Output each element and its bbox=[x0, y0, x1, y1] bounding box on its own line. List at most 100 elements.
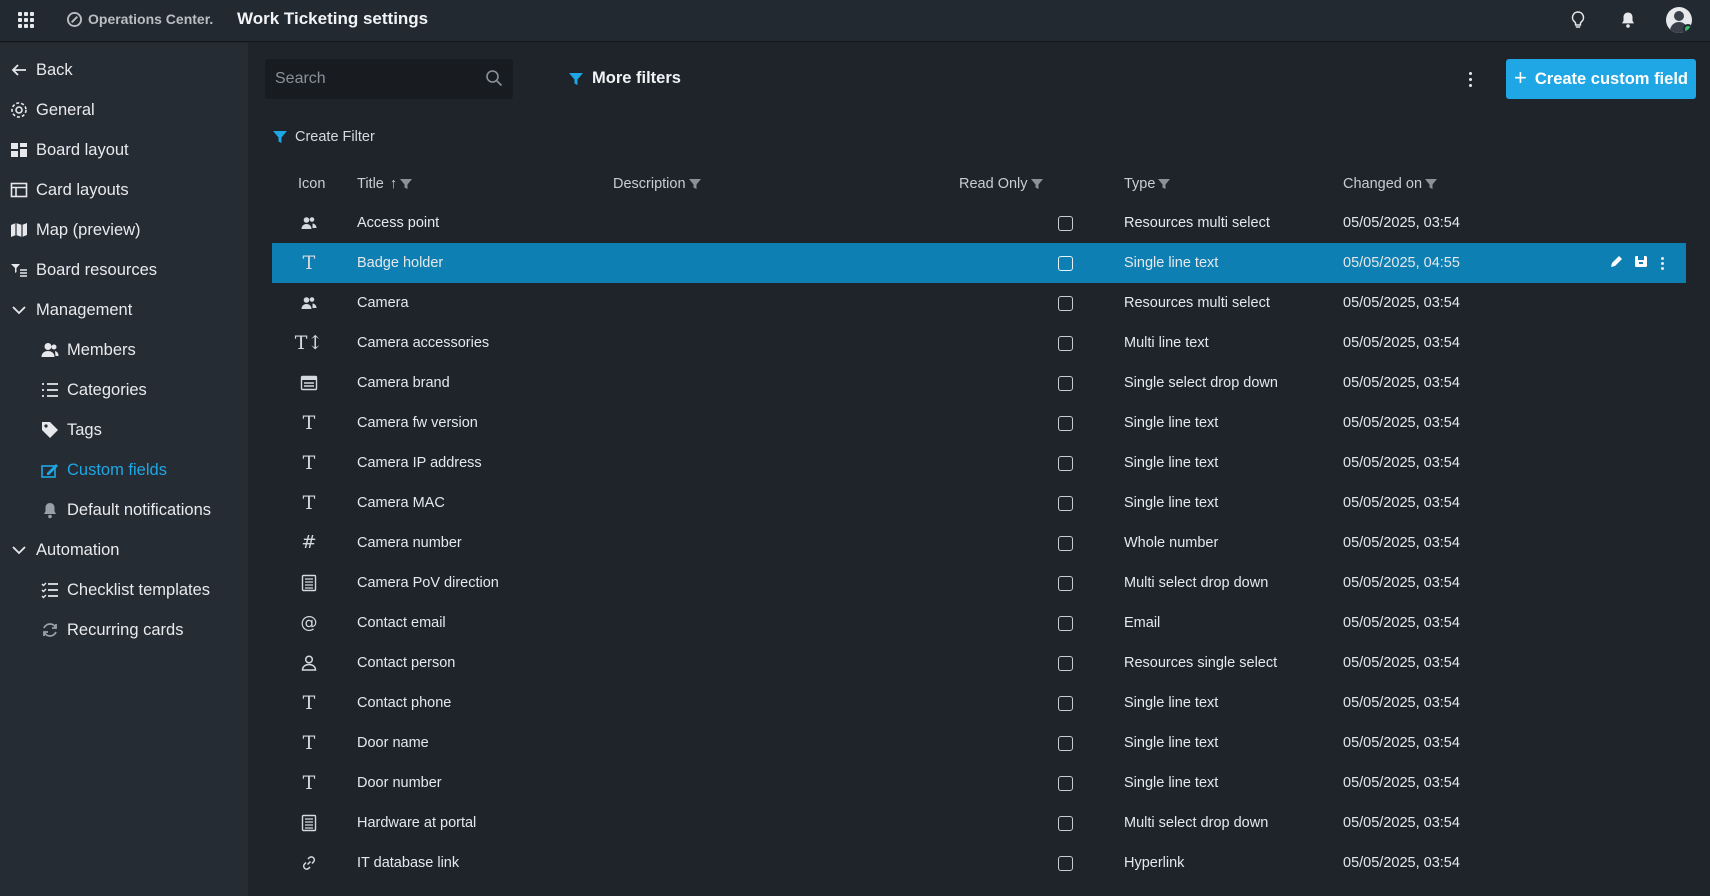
table-row[interactable]: Camera PoV direction Multi select drop do… bbox=[272, 563, 1686, 603]
search-box[interactable] bbox=[265, 59, 513, 99]
sidebar-item-recurring-cards[interactable]: Recurring cards bbox=[0, 610, 248, 650]
custom-fields-icon bbox=[39, 459, 61, 481]
table-row[interactable]: T Door number Single line text 05/05/2025, … bbox=[272, 763, 1686, 803]
create-custom-field-button[interactable]: + Create custom field bbox=[1506, 59, 1696, 99]
read-only-checkbox[interactable] bbox=[1058, 335, 1073, 351]
search-icon[interactable] bbox=[485, 69, 503, 92]
sidebar-item-custom-fields[interactable]: Custom fields bbox=[0, 450, 248, 490]
sidebar-section-label: Automation bbox=[36, 540, 120, 559]
brand-logo[interactable]: Operations Center. bbox=[67, 11, 213, 27]
read-only-checkbox[interactable] bbox=[1058, 455, 1073, 471]
archive-icon[interactable] bbox=[1634, 254, 1648, 272]
column-header-changed-on[interactable]: Changed on bbox=[1343, 176, 1438, 192]
table-row[interactable]: Access point Resources multi select 05/05/… bbox=[272, 203, 1686, 243]
table-row[interactable]: IT database link Hyperlink 05/05/2025, 03:… bbox=[272, 843, 1686, 883]
read-only-checkbox[interactable] bbox=[1058, 495, 1073, 511]
apps-grid-icon[interactable] bbox=[18, 12, 34, 28]
column-header-description[interactable]: Description bbox=[613, 176, 701, 192]
bell-icon[interactable] bbox=[1616, 8, 1640, 32]
read-only-cell bbox=[1058, 723, 1073, 763]
read-only-checkbox[interactable] bbox=[1058, 215, 1073, 231]
card-layout-icon bbox=[8, 179, 30, 201]
read-only-checkbox[interactable] bbox=[1058, 295, 1073, 311]
row-changed-on: 05/05/2025, 03:54 bbox=[1343, 455, 1460, 471]
sidebar-item-board-resources[interactable]: Board resources bbox=[0, 250, 248, 290]
table-row[interactable]: T Camera MAC Single line text 05/05/2025, 0… bbox=[272, 483, 1686, 523]
sidebar-item-label: Checklist templates bbox=[67, 580, 211, 599]
sidebar-section-label: Management bbox=[36, 300, 133, 319]
read-only-checkbox[interactable] bbox=[1058, 255, 1073, 271]
table-row[interactable]: T Camera IP address Single line text 05/05/… bbox=[272, 443, 1686, 483]
read-only-cell bbox=[1058, 443, 1073, 483]
user-avatar-icon[interactable] bbox=[1666, 7, 1692, 33]
sidebar-item-members[interactable]: Members bbox=[0, 330, 248, 370]
row-title: Contact person bbox=[357, 655, 456, 671]
read-only-checkbox[interactable] bbox=[1058, 415, 1073, 431]
sidebar-item-map[interactable]: Map (preview) bbox=[0, 210, 248, 250]
table-row[interactable]: Hardware at portal Multi select drop down… bbox=[272, 803, 1686, 843]
table-row[interactable]: Camera Resources multi select 05/05/2025, … bbox=[272, 283, 1686, 323]
table-row[interactable]: T Door name Single line text 05/05/2025, 03… bbox=[272, 723, 1686, 763]
read-only-checkbox[interactable] bbox=[1058, 815, 1073, 831]
sidebar-section-automation[interactable]: Automation bbox=[0, 530, 248, 570]
table-row[interactable]: # Camera number Whole number 05/05/2025, 03… bbox=[272, 523, 1686, 563]
table-row[interactable]: T Badge holder Single line text 05/05/2025,… bbox=[272, 243, 1686, 283]
read-only-cell bbox=[1058, 763, 1073, 803]
column-filter-icon[interactable] bbox=[400, 178, 413, 190]
sidebar: Back General Board layout Card layouts M… bbox=[0, 43, 248, 896]
row-changed-on: 05/05/2025, 03:54 bbox=[1343, 735, 1460, 751]
sidebar-item-default-notifications[interactable]: Default notifications bbox=[0, 490, 248, 530]
column-header-label: Description bbox=[613, 176, 686, 192]
table-row[interactable]: Camera brand Single select drop down 05/05… bbox=[272, 363, 1686, 403]
create-filter-button[interactable]: Create Filter bbox=[272, 129, 375, 145]
column-filter-icon[interactable] bbox=[688, 178, 701, 190]
sidebar-section-management[interactable]: Management bbox=[0, 290, 248, 330]
row-type: Email bbox=[1124, 615, 1161, 631]
column-filter-icon[interactable] bbox=[1030, 178, 1043, 190]
table-row[interactable]: T↕ Camera accessories Multi line text 05/05… bbox=[272, 323, 1686, 363]
read-only-checkbox[interactable] bbox=[1058, 615, 1073, 631]
multiline-text-icon: T↕ bbox=[294, 331, 324, 354]
sidebar-item-label: Members bbox=[67, 340, 136, 359]
sidebar-item-general[interactable]: General bbox=[0, 90, 248, 130]
search-input[interactable] bbox=[275, 70, 475, 88]
row-type: Single line text bbox=[1124, 415, 1219, 431]
read-only-checkbox[interactable] bbox=[1058, 655, 1073, 671]
edit-icon[interactable] bbox=[1610, 254, 1624, 272]
table-row[interactable]: T Camera fw version Single line text 05/05/… bbox=[272, 403, 1686, 443]
read-only-checkbox[interactable] bbox=[1058, 575, 1073, 591]
column-header-type[interactable]: Type bbox=[1124, 176, 1171, 192]
sidebar-item-board-layout[interactable]: Board layout bbox=[0, 130, 248, 170]
table-row[interactable]: @ Contact email Email 05/05/2025, 03:54 bbox=[272, 603, 1686, 643]
more-options-kebab-icon[interactable] bbox=[1460, 67, 1480, 91]
read-only-cell bbox=[1058, 203, 1073, 243]
read-only-checkbox[interactable] bbox=[1058, 375, 1073, 391]
read-only-checkbox[interactable] bbox=[1058, 535, 1073, 551]
text-icon: T bbox=[302, 731, 316, 754]
sort-ascending-icon[interactable]: ↑ bbox=[389, 176, 398, 192]
lightbulb-icon[interactable] bbox=[1566, 8, 1590, 32]
read-only-checkbox[interactable] bbox=[1058, 695, 1073, 711]
column-header-label: Title bbox=[357, 176, 384, 192]
column-header-read-only[interactable]: Read Only bbox=[959, 176, 1043, 192]
arrow-left-icon bbox=[8, 59, 30, 81]
row-title: Access point bbox=[357, 215, 440, 231]
table-row[interactable]: Contact person Resources single select 05/… bbox=[272, 643, 1686, 683]
table-row[interactable]: T Contact phone Single line text 05/05/2025… bbox=[272, 683, 1686, 723]
sidebar-item-checklist-templates[interactable]: Checklist templates bbox=[0, 570, 248, 610]
sidebar-item-back[interactable]: Back bbox=[0, 50, 248, 90]
read-only-checkbox[interactable] bbox=[1058, 775, 1073, 791]
row-title: IT database link bbox=[357, 855, 460, 871]
more-filters-button[interactable]: More filters bbox=[568, 69, 681, 88]
row-kebab-icon[interactable] bbox=[1658, 256, 1666, 270]
column-filter-icon[interactable] bbox=[1158, 178, 1171, 190]
sidebar-item-card-layouts[interactable]: Card layouts bbox=[0, 170, 248, 210]
row-type: Whole number bbox=[1124, 535, 1219, 551]
sidebar-item-categories[interactable]: Categories bbox=[0, 370, 248, 410]
sidebar-item-tags[interactable]: Tags bbox=[0, 410, 248, 450]
read-only-checkbox[interactable] bbox=[1058, 855, 1073, 871]
column-header-icon: Icon bbox=[298, 176, 325, 192]
column-header-title[interactable]: Title ↑ bbox=[357, 176, 413, 192]
column-filter-icon[interactable] bbox=[1425, 178, 1438, 190]
read-only-checkbox[interactable] bbox=[1058, 735, 1073, 751]
